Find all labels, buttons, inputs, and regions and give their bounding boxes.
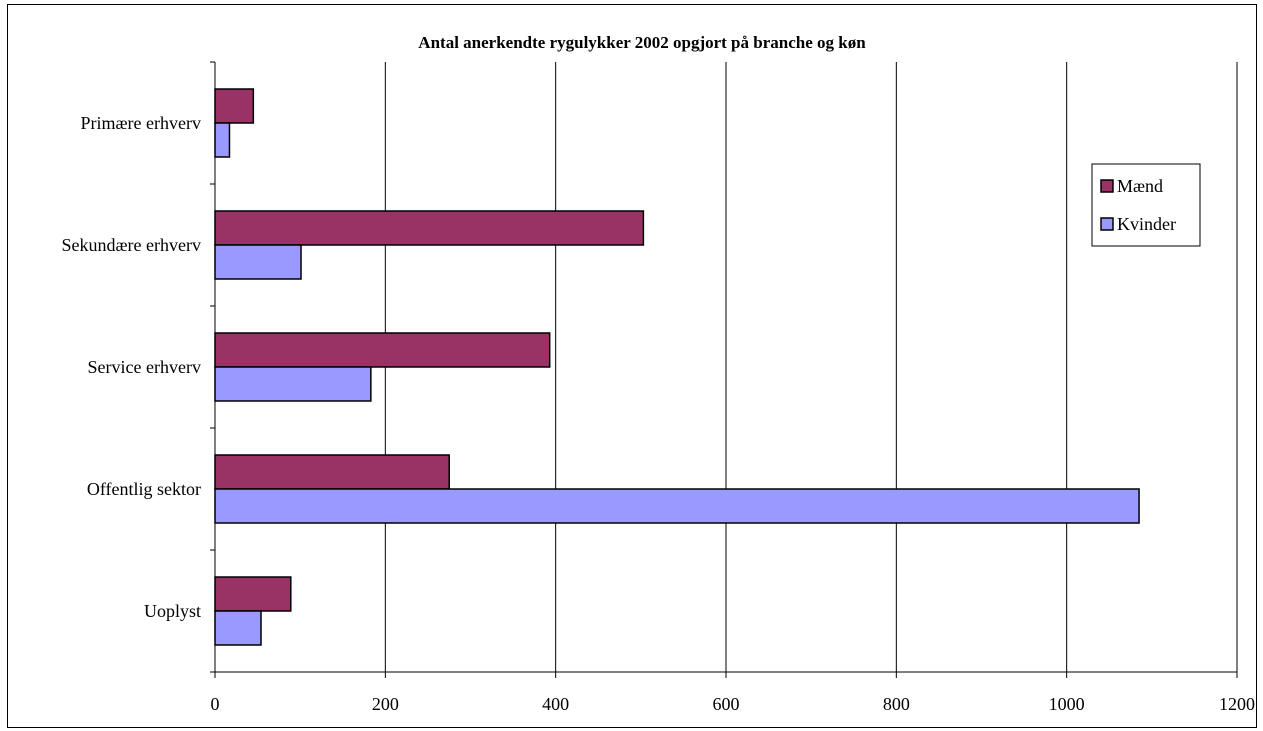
legend-box — [1091, 163, 1201, 247]
legend-label: Kvinder — [1117, 214, 1176, 234]
x-tick-label: 1200 — [1219, 694, 1255, 714]
bar-kvinder — [214, 366, 372, 402]
bar-kvinder — [214, 610, 262, 646]
chart-title: Antal anerkendte rygulykker 2002 opgjort… — [418, 33, 866, 52]
bar-kvinder — [214, 488, 1140, 524]
legend-swatch — [1100, 217, 1114, 231]
bar-maend — [214, 88, 255, 124]
x-tick-label: 0 — [211, 694, 220, 714]
legend-label: Mænd — [1117, 176, 1163, 196]
x-tick-label: 800 — [883, 694, 910, 714]
category-label: Primære erhverv — [81, 113, 201, 133]
category-label: Offentlig sektor — [87, 479, 201, 499]
bar-maend — [214, 576, 292, 612]
x-tick-labels: 0 200 400 600 800 1000 1200 — [211, 694, 1256, 714]
bar-maend — [214, 332, 551, 368]
axes — [210, 61, 1238, 678]
category-label: Uoplyst — [144, 601, 201, 621]
x-tick-label: 200 — [372, 694, 399, 714]
bars — [214, 88, 1140, 646]
gridlines — [384, 62, 1238, 672]
category-label: Service erhverv — [88, 357, 201, 377]
bar-kvinder — [214, 122, 231, 158]
bar-maend — [214, 210, 645, 246]
x-tick-label: 400 — [542, 694, 569, 714]
x-tick-label: 1000 — [1049, 694, 1085, 714]
legend: Mænd Kvinder — [1091, 163, 1201, 247]
legend-swatch — [1100, 179, 1114, 193]
category-label: Sekundære erhverv — [62, 235, 201, 255]
x-tick-label: 600 — [713, 694, 740, 714]
category-labels: Primære erhverv Sekundære erhverv Service … — [62, 113, 201, 621]
bar-kvinder — [214, 244, 302, 280]
bar-maend — [214, 454, 450, 490]
